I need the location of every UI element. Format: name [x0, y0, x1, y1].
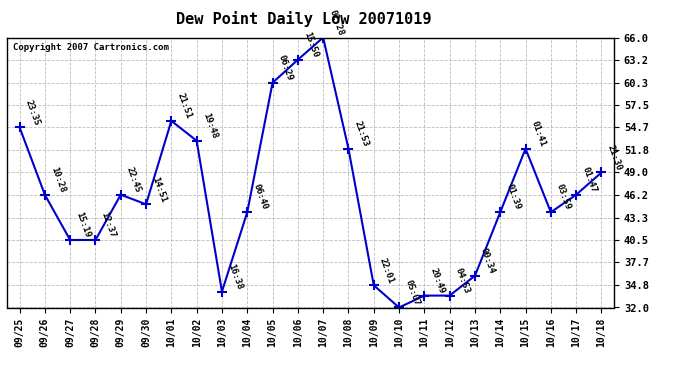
Text: Copyright 2007 Cartronics.com: Copyright 2007 Cartronics.com [13, 43, 169, 52]
Text: 12:37: 12:37 [99, 211, 117, 239]
Text: 05:07: 05:07 [403, 278, 421, 307]
Text: 04:53: 04:53 [454, 267, 471, 295]
Text: 14:51: 14:51 [150, 175, 168, 204]
Text: 21:53: 21:53 [353, 120, 371, 148]
Text: 23:35: 23:35 [23, 98, 41, 126]
Text: 19:48: 19:48 [201, 112, 219, 140]
Text: 16:38: 16:38 [226, 262, 244, 291]
Text: 02:28: 02:28 [327, 8, 345, 37]
Text: 06:29: 06:29 [277, 54, 295, 82]
Text: 20:49: 20:49 [428, 267, 446, 295]
Text: 06:40: 06:40 [251, 183, 269, 211]
Text: 00:34: 00:34 [479, 247, 497, 275]
Text: 21:51: 21:51 [175, 92, 193, 120]
Text: 21:30: 21:30 [606, 143, 623, 172]
Text: Dew Point Daily Low 20071019: Dew Point Daily Low 20071019 [176, 11, 431, 27]
Text: 03:59: 03:59 [555, 183, 573, 211]
Text: 15:50: 15:50 [302, 31, 319, 59]
Text: 01:47: 01:47 [580, 166, 598, 194]
Text: 10:28: 10:28 [49, 166, 67, 194]
Text: 15:19: 15:19 [75, 211, 92, 239]
Text: 01:39: 01:39 [504, 183, 522, 211]
Text: 22:01: 22:01 [378, 256, 395, 285]
Text: 22:45: 22:45 [125, 166, 143, 194]
Text: 01:41: 01:41 [530, 120, 547, 148]
